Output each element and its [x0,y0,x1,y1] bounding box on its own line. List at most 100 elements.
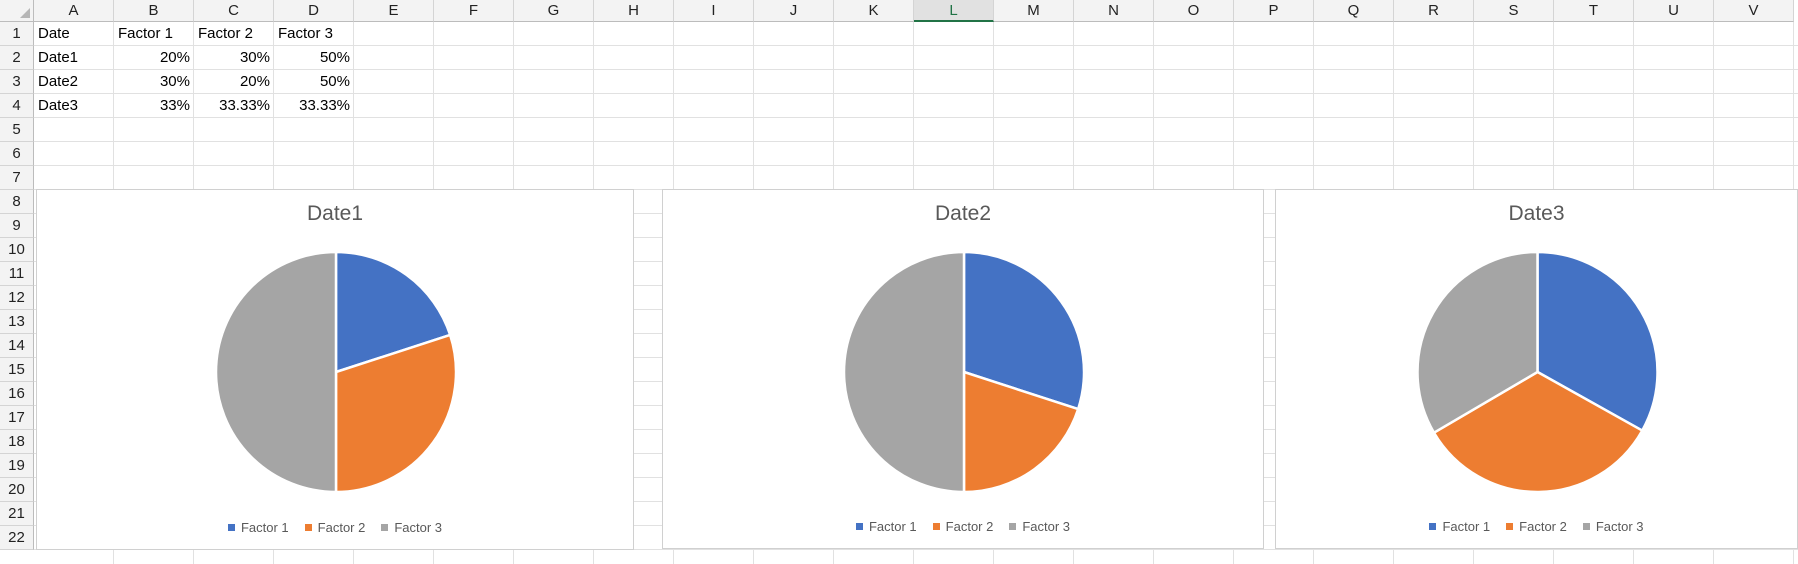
row-header-11[interactable]: 11 [0,262,34,286]
legend-item-factor-3: Factor 3 [381,520,442,535]
row-header-9[interactable]: 9 [0,214,34,238]
select-all-corner[interactable] [0,0,34,22]
row-header-19[interactable]: 19 [0,454,34,478]
row-header-13[interactable]: 13 [0,310,34,334]
row-header-5[interactable]: 5 [0,118,34,142]
row-header-1[interactable]: 1 [0,22,34,46]
row-header-4[interactable]: 4 [0,94,34,118]
chart-title: Date3 [1508,202,1565,225]
pie-slice-factor-1[interactable] [334,250,452,374]
gridline-horizontal [34,117,1798,118]
column-header-s[interactable]: S [1474,0,1554,22]
gridline-horizontal [34,141,1798,142]
row-header-10[interactable]: 10 [0,238,34,262]
row-header-3[interactable]: 3 [0,70,34,94]
pie-slice-factor-3[interactable] [1416,250,1539,435]
cell-d3[interactable]: 50% [319,73,350,90]
row-header-7[interactable]: 7 [0,166,34,190]
column-header-o[interactable]: O [1154,0,1234,22]
column-header-e[interactable]: E [354,0,434,22]
legend-label: Factor 3 [1595,519,1644,534]
row-header-14[interactable]: 14 [0,334,34,358]
chart-title: Date2 [934,202,992,225]
pie-svg-date1 [214,250,458,494]
legend-item-factor-2: Factor 2 [1506,519,1567,534]
row-header-2[interactable]: 2 [0,46,34,70]
pie-slice-factor-3[interactable] [842,250,966,494]
gridline-horizontal [34,69,1798,70]
cell-b3[interactable]: 30% [159,73,190,90]
cell-a3[interactable]: Date2 [38,73,79,90]
cell-a4[interactable]: Date3 [38,97,79,114]
gridline-horizontal [34,549,1798,550]
column-header-t[interactable]: T [1554,0,1634,22]
cell-b2[interactable]: 20% [159,49,190,66]
pie-slice-factor-1[interactable] [962,250,1086,411]
cell-a1[interactable]: Date [38,25,70,42]
pie-slice-factor-2[interactable] [962,370,1080,494]
legend-swatch [1582,523,1590,530]
legend-swatch [304,524,312,531]
column-header-g[interactable]: G [514,0,594,22]
column-header-d[interactable]: D [274,0,354,22]
legend-label: Factor 2 [945,519,994,534]
row-header-6[interactable]: 6 [0,142,34,166]
row-header-18[interactable]: 18 [0,430,34,454]
cell-b4[interactable]: 33% [159,97,190,114]
chart-legend: Factor 1 Factor 2 Factor 3 [37,520,633,535]
legend-swatch [932,523,940,530]
column-header-v[interactable]: V [1714,0,1794,22]
cell-c1[interactable]: Factor 2 [198,25,254,42]
cell-c4[interactable]: 33.33% [219,97,270,114]
row-header-16[interactable]: 16 [0,382,34,406]
column-header-f[interactable]: F [434,0,514,22]
row-header-21[interactable]: 21 [0,502,34,526]
pie-slice-factor-3[interactable] [214,250,338,494]
cell-b1[interactable]: Factor 1 [118,25,174,42]
chart-legend: Factor 1 Factor 2 Factor 3 [1276,519,1797,534]
legend-label: Factor 3 [394,520,443,535]
column-header-k[interactable]: K [834,0,914,22]
row-header-12[interactable]: 12 [0,286,34,310]
column-header-j[interactable]: J [754,0,834,22]
column-header-b[interactable]: B [114,0,194,22]
pie-chart-date2[interactable]: Date2 Factor 1 Factor 2 Factor 3 [662,189,1264,549]
row-header-8[interactable]: 8 [0,190,34,214]
cell-c3[interactable]: 20% [239,73,270,90]
column-header-u[interactable]: U [1634,0,1714,22]
chart-title: Date1 [306,202,364,225]
column-header-c[interactable]: C [194,0,274,22]
cell-d1[interactable]: Factor 3 [278,25,334,42]
pie-slice-factor-1[interactable] [1536,250,1659,433]
pie-chart-date3[interactable]: Date3 Factor 1 Factor 2 Factor 3 [1275,189,1798,549]
cell-c2[interactable]: 30% [239,49,270,66]
row-header-17[interactable]: 17 [0,406,34,430]
column-header-i[interactable]: I [674,0,754,22]
column-header-l[interactable]: L [914,0,994,22]
cell-d4[interactable]: 33.33% [299,97,350,114]
column-header-r[interactable]: R [1394,0,1474,22]
legend-item-factor-1: Factor 1 [227,520,289,535]
cell-d2[interactable]: 50% [319,49,350,66]
row-header-15[interactable]: 15 [0,358,34,382]
row-header-20[interactable]: 20 [0,478,34,502]
legend-item-factor-2: Factor 2 [304,520,366,535]
gridline-horizontal [34,45,1798,46]
column-header-a[interactable]: A [34,0,114,22]
row-header-22[interactable]: 22 [0,526,34,550]
pie-slice-factor-2[interactable] [1432,370,1644,494]
legend-swatch [1506,523,1514,530]
pie-svg-date2 [842,250,1086,494]
column-header-h[interactable]: H [594,0,674,22]
column-header-p[interactable]: P [1234,0,1314,22]
column-header-m[interactable]: M [994,0,1074,22]
column-header-q[interactable]: Q [1314,0,1394,22]
pie-slice-factor-2[interactable] [334,333,458,494]
column-header-n[interactable]: N [1074,0,1154,22]
legend-label: Factor 1 [1442,519,1491,534]
legend-label: Factor 1 [868,519,917,534]
legend-swatch [227,524,235,531]
pie-chart-date1[interactable]: Date1 Factor 1 Factor 2 Factor 3 [36,189,634,550]
cell-a2[interactable]: Date1 [38,49,79,66]
legend-label: Factor 2 [317,520,366,535]
